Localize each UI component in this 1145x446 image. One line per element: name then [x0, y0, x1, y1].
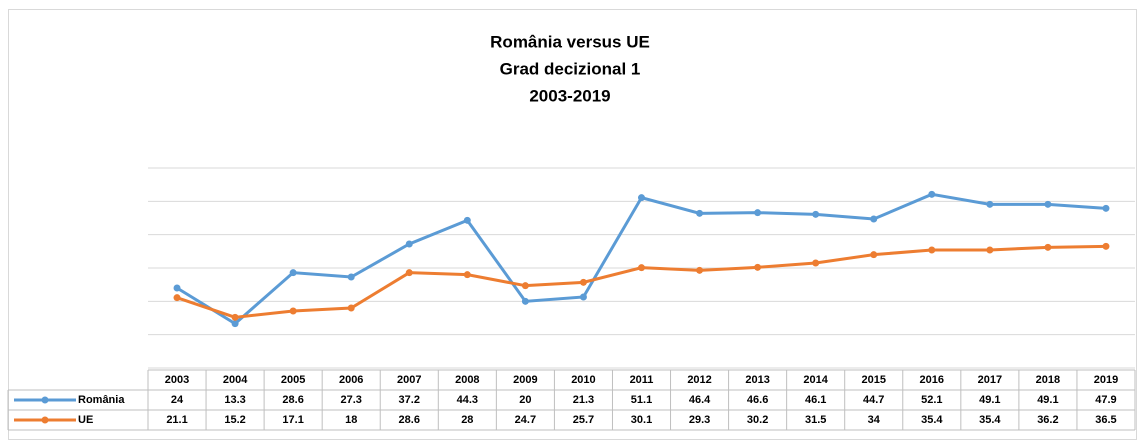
point: [638, 264, 645, 272]
table-value: 44.7: [863, 394, 884, 406]
x-tick-label: 2015: [861, 374, 885, 386]
table-value: 46.6: [747, 394, 768, 406]
x-tick-label: 2018: [1036, 374, 1060, 386]
point: [289, 269, 297, 277]
x-tick-label: 2013: [745, 374, 769, 386]
point: [463, 216, 471, 224]
table-value: 36.5: [1095, 414, 1116, 426]
point: [347, 304, 355, 312]
table-value: 34: [868, 414, 881, 426]
x-tick-label: 2012: [687, 374, 711, 386]
table-value: 47.9: [1095, 394, 1116, 406]
table-value: 31.5: [805, 414, 826, 426]
x-tick-label: 2014: [803, 374, 828, 386]
point: [696, 209, 704, 217]
table-value: 28.6: [282, 394, 303, 406]
point: [579, 278, 587, 286]
table-value: 30.2: [747, 414, 768, 426]
table-value: 17.1: [282, 414, 303, 426]
table-value: 37.2: [399, 394, 420, 406]
table-value: 30.1: [631, 414, 652, 426]
point: [638, 194, 645, 202]
legend-marker: [41, 396, 49, 404]
point: [1102, 242, 1110, 250]
table-value: 18: [345, 414, 357, 426]
point: [289, 307, 297, 315]
point: [754, 263, 762, 271]
point: [812, 259, 820, 267]
legend-marker: [41, 416, 49, 424]
table-value: 46.4: [689, 394, 711, 406]
point: [347, 273, 355, 281]
chart-title: România versus UE: [490, 32, 650, 51]
x-tick-label: 2005: [281, 374, 305, 386]
table-value: 25.7: [573, 414, 594, 426]
point: [812, 210, 820, 218]
table-value: 24.7: [515, 414, 536, 426]
chart-title: 2003-2019: [529, 86, 610, 105]
x-tick-label: 2008: [455, 374, 479, 386]
point: [870, 251, 878, 259]
point: [405, 269, 413, 277]
point: [173, 284, 181, 292]
point: [870, 215, 878, 223]
point: [1044, 200, 1052, 208]
point: [754, 209, 762, 217]
point: [521, 297, 529, 305]
point: [928, 246, 936, 254]
point: [986, 200, 994, 208]
table-value: 49.1: [979, 394, 1000, 406]
chart-title: Grad decizional 1: [500, 59, 641, 78]
table-value: 51.1: [631, 394, 652, 406]
table-value: 35.4: [921, 414, 943, 426]
table-value: 21.1: [166, 414, 187, 426]
table-value: 29.3: [689, 414, 710, 426]
table-value: 24: [171, 394, 184, 406]
table-value: 28.6: [399, 414, 420, 426]
point: [463, 271, 471, 279]
point: [231, 320, 239, 328]
table-value: 52.1: [921, 394, 942, 406]
point: [231, 313, 239, 321]
x-tick-label: 2003: [165, 374, 189, 386]
legend-label: UE: [78, 414, 93, 426]
x-tick-label: 2017: [978, 374, 1002, 386]
table-value: 20: [519, 394, 531, 406]
point: [579, 293, 587, 301]
point: [928, 190, 936, 198]
point: [173, 294, 181, 302]
legend-label: România: [78, 394, 125, 406]
point: [986, 246, 994, 254]
x-tick-label: 2004: [223, 374, 248, 386]
table-value: 15.2: [224, 414, 245, 426]
point: [521, 282, 529, 290]
x-tick-label: 2007: [397, 374, 421, 386]
point: [696, 266, 704, 274]
x-tick-label: 2009: [513, 374, 537, 386]
point: [1044, 243, 1052, 251]
x-tick-label: 2011: [630, 374, 654, 386]
table-value: 49.1: [1037, 394, 1058, 406]
x-tick-label: 2010: [571, 374, 595, 386]
table-value: 27.3: [340, 394, 361, 406]
table-value: 13.3: [224, 394, 245, 406]
table-value: 28: [461, 414, 473, 426]
point: [405, 240, 413, 248]
table-value: 44.3: [457, 394, 478, 406]
table-value: 35.4: [979, 414, 1001, 426]
point: [1102, 204, 1110, 212]
table-value: 21.3: [573, 394, 594, 406]
table-value: 36.2: [1037, 414, 1058, 426]
x-tick-label: 2006: [339, 374, 363, 386]
x-tick-label: 2019: [1094, 374, 1118, 386]
x-tick-label: 2016: [920, 374, 944, 386]
table-value: 46.1: [805, 394, 826, 406]
